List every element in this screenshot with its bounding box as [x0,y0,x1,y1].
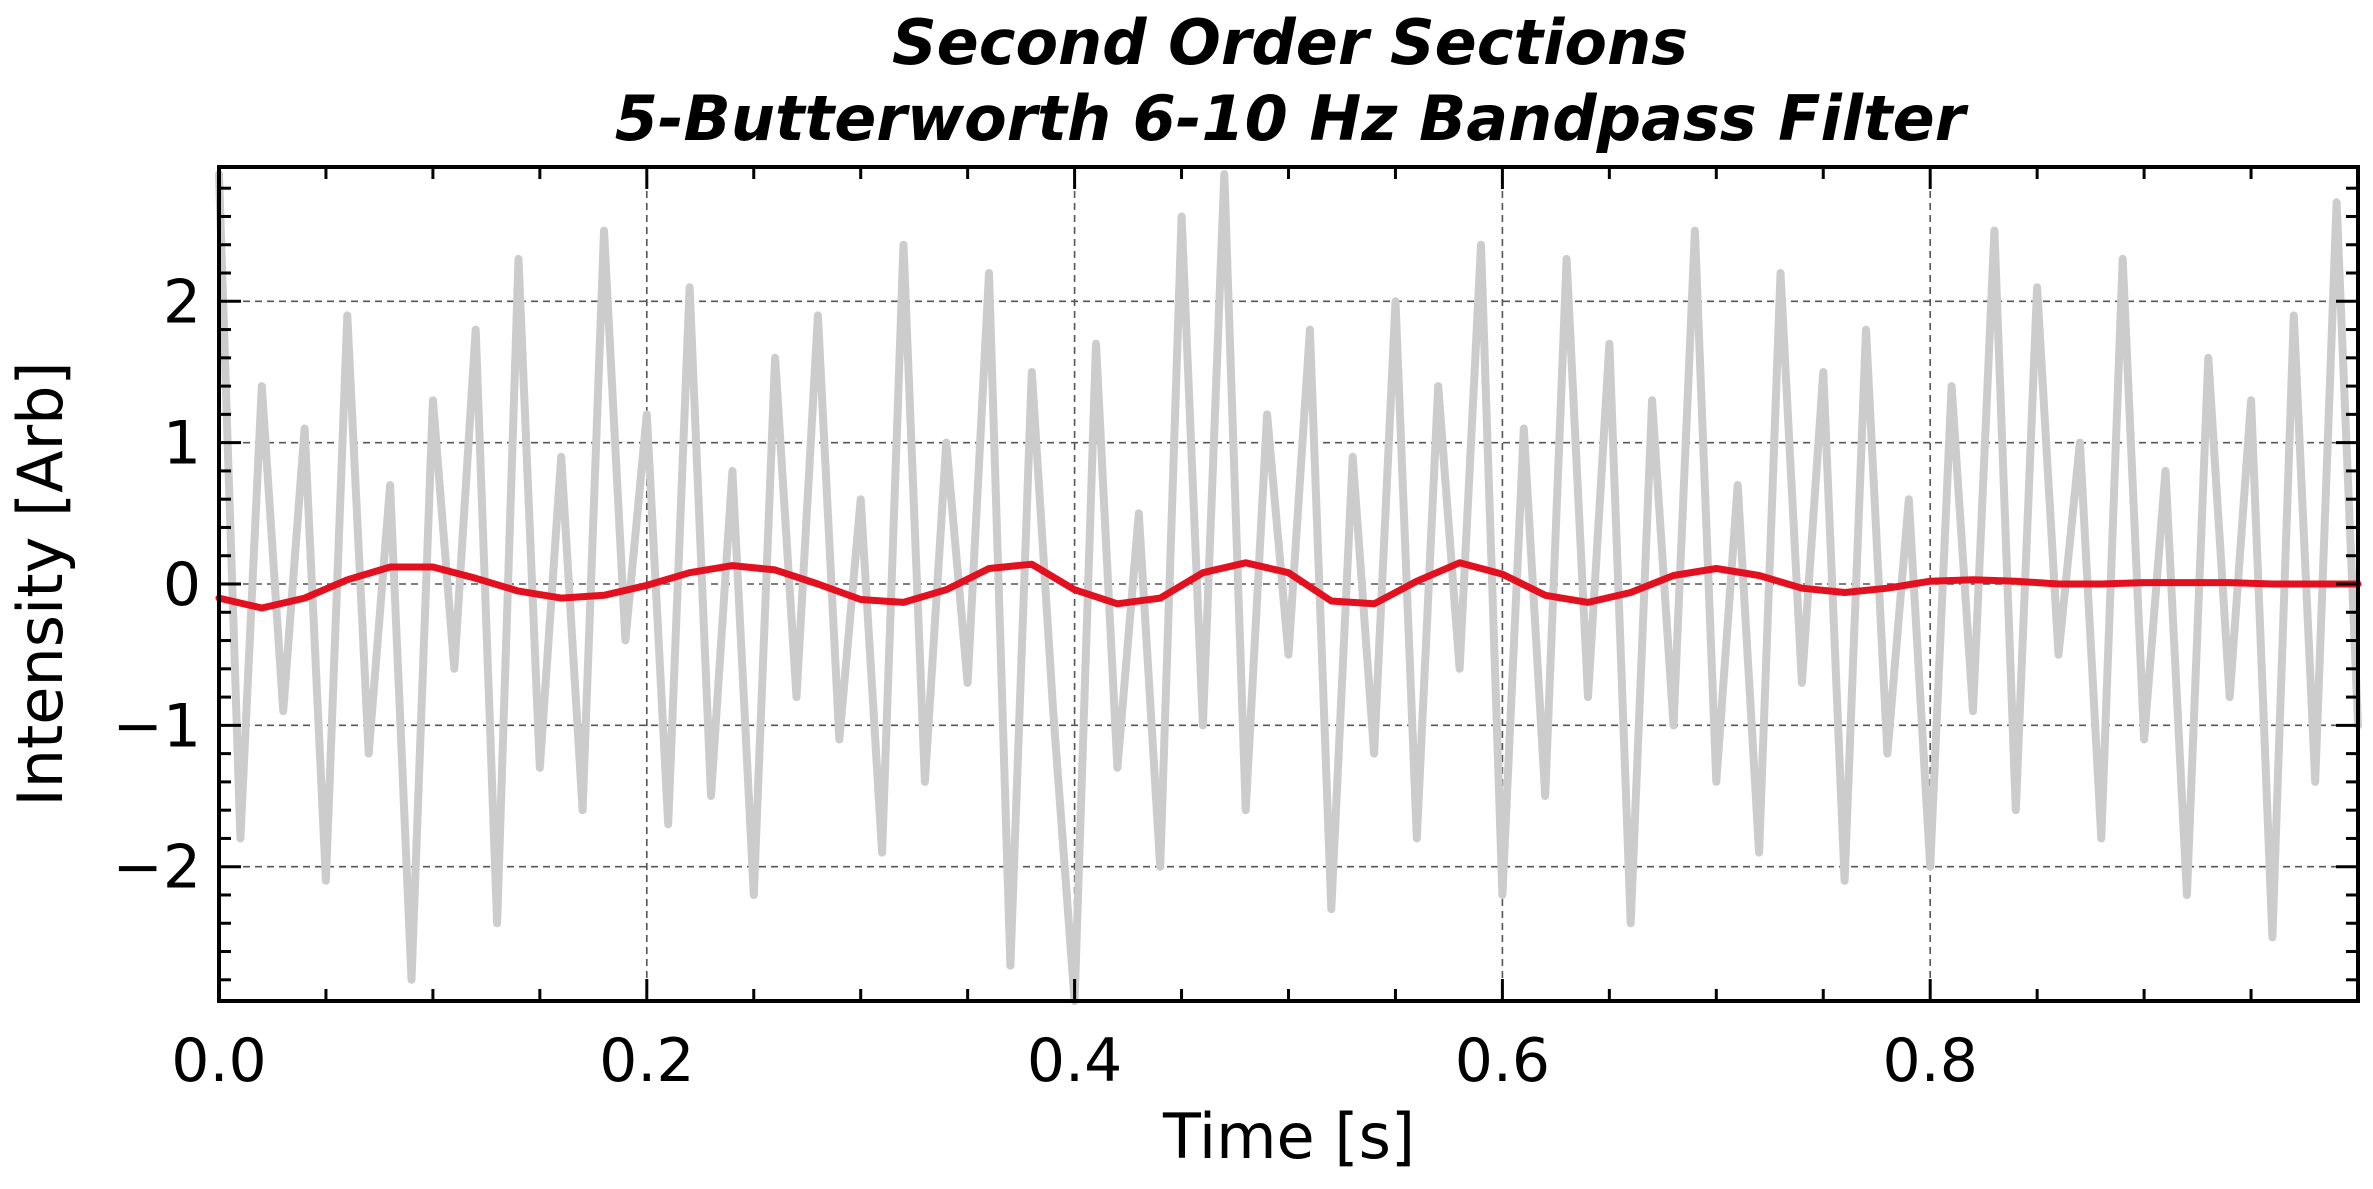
x-tick-label: 0.6 [1455,1026,1550,1096]
chart-subtitle: 5-Butterworth 6-10 Hz Bandpass Filter [615,82,1969,155]
chart-title: Second Order Sections [892,6,1688,79]
x-tick-label: 0.2 [599,1026,694,1096]
raw-signal-line [215,170,2362,1005]
y-tick-label: 2 [163,267,201,337]
y-axis-label: Intensity [Arb] [4,361,77,806]
y-tick-label: −2 [113,833,201,903]
y-tick-label: −1 [113,691,201,761]
x-axis-label: Time [s] [1162,1100,1415,1173]
x-tick-label: 0.4 [1027,1026,1122,1096]
y-tick-label: 0 [163,550,201,620]
plot-series [215,170,2362,1005]
x-tick-label: 0.8 [1882,1026,1977,1096]
plot-frame [217,165,2360,1003]
filtered-signal-line [215,559,2362,612]
tick-labels: 0.0 0.2 0.4 0.6 0.8 −2 −1 0 1 2 [113,267,1978,1096]
x-tick-label: 0.0 [171,1026,266,1096]
y-tick-label: 1 [163,409,201,479]
